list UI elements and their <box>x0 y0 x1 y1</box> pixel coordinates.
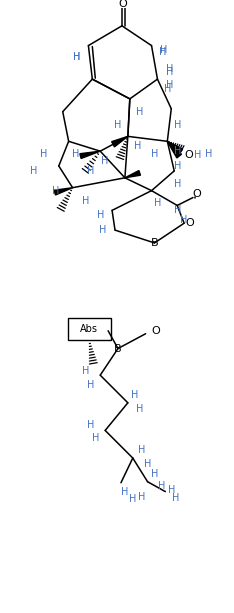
Text: H: H <box>159 47 166 58</box>
Text: H: H <box>82 196 89 205</box>
Text: O: O <box>186 218 194 228</box>
Polygon shape <box>112 136 128 147</box>
Text: H: H <box>138 445 145 455</box>
Text: O: O <box>193 189 201 199</box>
Text: H: H <box>87 166 94 176</box>
Text: H: H <box>194 150 202 160</box>
Text: H: H <box>131 390 139 400</box>
Text: H: H <box>173 179 181 189</box>
Text: H: H <box>173 161 181 171</box>
Text: H: H <box>121 487 128 497</box>
Text: H: H <box>102 156 109 166</box>
Text: H: H <box>138 492 145 501</box>
Text: H: H <box>30 166 38 176</box>
Text: H: H <box>173 205 181 215</box>
Text: H: H <box>82 366 89 376</box>
Text: B: B <box>114 343 122 354</box>
Text: H: H <box>154 199 161 208</box>
Text: H: H <box>97 210 104 220</box>
Text: H: H <box>151 469 158 479</box>
Text: H: H <box>173 146 181 156</box>
Text: O: O <box>151 326 160 336</box>
Text: H: H <box>73 53 80 63</box>
Text: H: H <box>87 419 94 430</box>
Text: H: H <box>144 459 151 469</box>
Text: H: H <box>172 492 179 503</box>
Text: Abs: Abs <box>80 324 98 334</box>
Text: H: H <box>160 45 167 55</box>
Text: H: H <box>136 107 143 116</box>
Text: H: H <box>205 149 212 159</box>
Text: H: H <box>40 149 48 159</box>
Text: B: B <box>151 238 158 248</box>
Text: H: H <box>151 149 158 159</box>
Polygon shape <box>167 142 183 153</box>
Text: H: H <box>114 120 122 129</box>
Text: H: H <box>136 404 143 414</box>
Text: H: H <box>129 493 136 503</box>
Text: H: H <box>168 485 175 495</box>
Polygon shape <box>54 188 73 195</box>
Text: H: H <box>91 433 99 443</box>
Text: H: H <box>134 141 141 151</box>
Text: H: H <box>180 215 188 225</box>
Text: H: H <box>166 64 173 74</box>
Text: H: H <box>166 67 173 77</box>
FancyBboxPatch shape <box>68 318 111 340</box>
Text: H: H <box>166 80 173 90</box>
Text: H: H <box>158 481 165 490</box>
Text: H: H <box>87 380 94 390</box>
Polygon shape <box>80 151 100 159</box>
Text: H: H <box>52 186 59 196</box>
Text: H: H <box>99 225 107 235</box>
Text: O: O <box>119 0 127 9</box>
Text: H: H <box>173 120 181 129</box>
Text: O: O <box>185 150 194 160</box>
Polygon shape <box>167 142 182 158</box>
Text: H: H <box>73 53 80 63</box>
Text: H: H <box>72 149 79 159</box>
Polygon shape <box>125 170 140 178</box>
Text: H: H <box>164 84 171 94</box>
